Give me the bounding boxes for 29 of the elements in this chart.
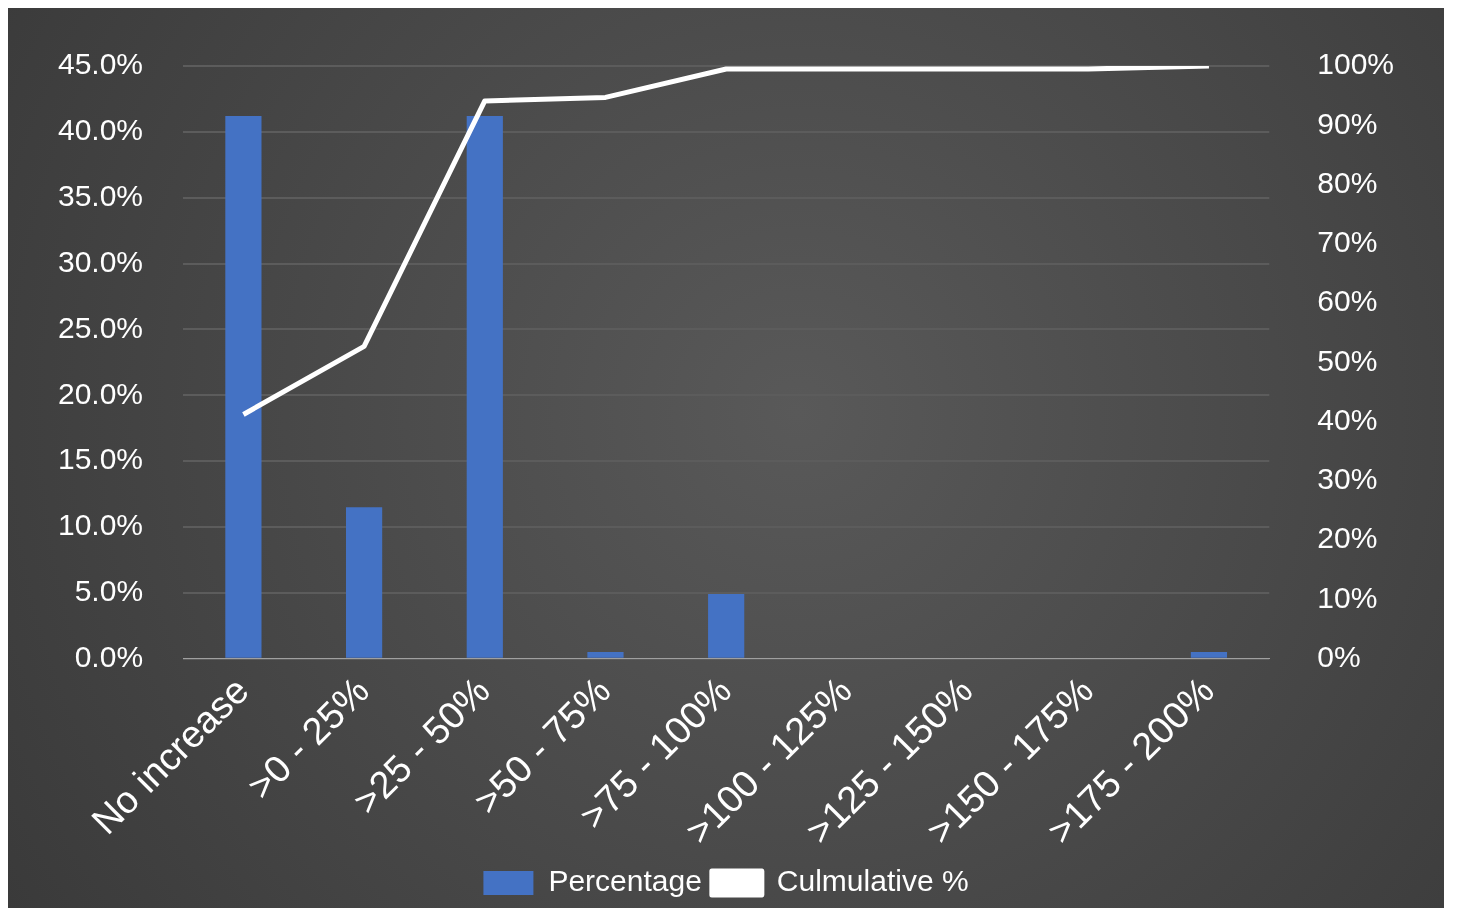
y-tick-label: 40.0% (57, 113, 144, 147)
y-tick-label: 30.0% (57, 244, 144, 278)
y-tick-label: 45.0% (57, 47, 144, 81)
y-tick-label: 25.0% (57, 310, 144, 344)
y-tick-label: 10.0% (57, 508, 144, 542)
bar (1190, 652, 1228, 658)
y2-tick-label: 10% (1317, 580, 1378, 614)
y2-tick-label: 30% (1317, 462, 1378, 496)
bar (466, 116, 503, 658)
y2-tick-label: 20% (1317, 521, 1378, 555)
bar (587, 652, 624, 658)
legend-label: Percentage (548, 864, 702, 898)
y2-tick-label: 40% (1317, 402, 1378, 436)
y-tick-label: 35.0% (57, 178, 144, 212)
y2-tick-label: 0% (1317, 639, 1361, 673)
legend-label: Culmulative % (776, 864, 969, 898)
y2-tick-label: 90% (1317, 106, 1378, 140)
y2-tick-label: 60% (1317, 284, 1378, 318)
y-tick-label: 20.0% (57, 376, 144, 410)
bar (346, 507, 383, 658)
y2-tick-label: 80% (1317, 165, 1378, 199)
y-tick-label: 5.0% (74, 574, 144, 608)
y-tick-label: 15.0% (57, 442, 144, 476)
y2-tick-label: 50% (1317, 343, 1378, 377)
y-tick-label: 0.0% (74, 639, 144, 673)
y2-tick-label: 100% (1317, 47, 1395, 81)
bar (708, 594, 745, 658)
bar (225, 116, 262, 658)
y2-tick-label: 70% (1317, 225, 1378, 259)
